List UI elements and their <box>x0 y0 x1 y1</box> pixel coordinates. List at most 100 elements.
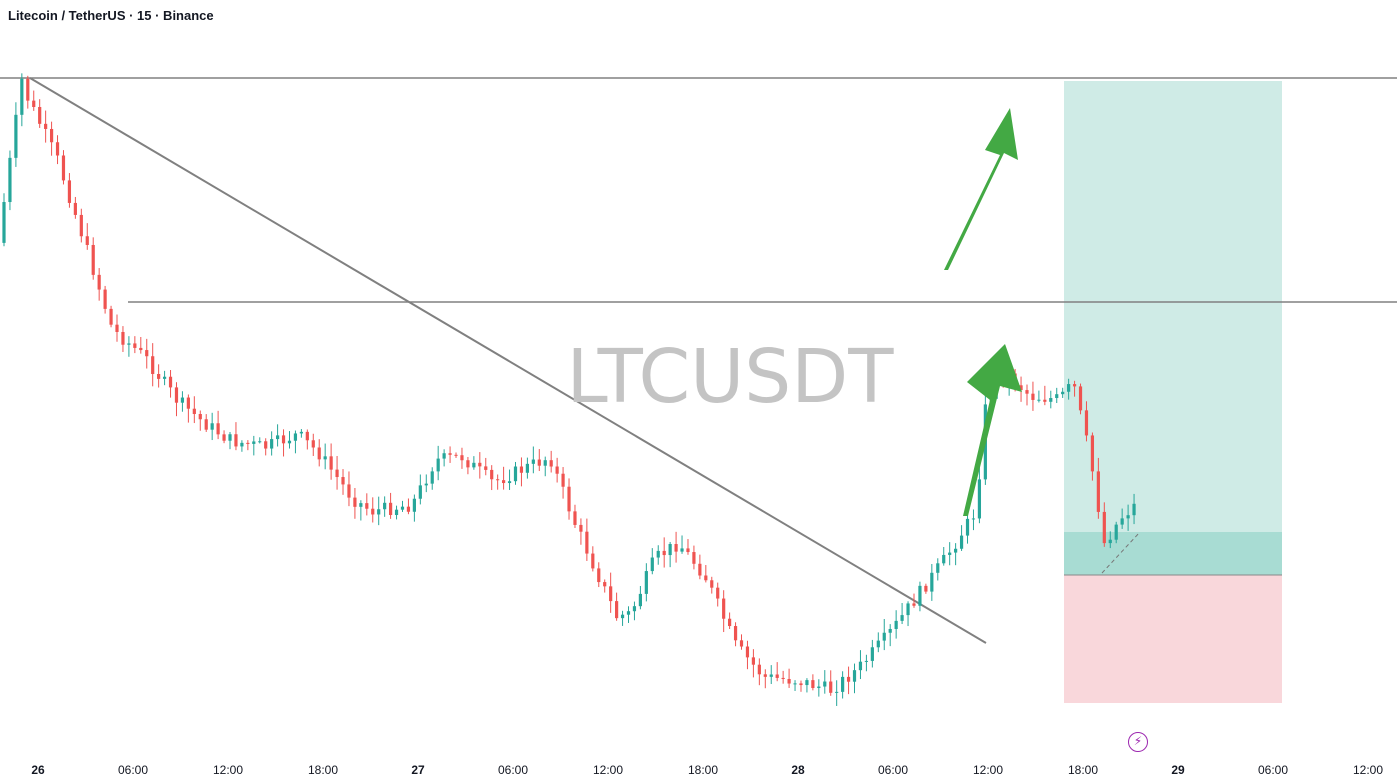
candle-body <box>591 553 595 569</box>
candle-body <box>287 440 292 444</box>
candle-body <box>561 473 565 487</box>
candle-body <box>513 466 518 482</box>
candle-body <box>1037 399 1041 401</box>
candle-body <box>745 646 750 658</box>
candle-body <box>549 460 553 467</box>
candle-body <box>686 548 690 553</box>
candle-body <box>829 681 833 693</box>
candle-body <box>1043 399 1047 402</box>
candle-body <box>864 660 869 662</box>
candle-body <box>733 626 738 641</box>
candle-body <box>1072 384 1077 387</box>
candle-body <box>466 460 470 468</box>
candle-body <box>977 479 982 519</box>
candle-body <box>965 518 970 536</box>
candle-body <box>1120 518 1124 525</box>
candle-body <box>739 640 744 647</box>
candle-body <box>377 509 381 515</box>
candle-body <box>936 563 940 573</box>
candle-body <box>186 397 190 409</box>
candle-body <box>341 477 345 485</box>
x-tick-label: 28 <box>791 763 805 777</box>
candle-body <box>127 343 131 345</box>
candle-body <box>757 664 761 675</box>
candle-body <box>519 466 524 473</box>
candle-body <box>365 503 369 509</box>
candle-body <box>79 214 83 237</box>
candle-body <box>775 674 779 678</box>
candle-body <box>959 535 964 549</box>
candle-body <box>502 480 506 484</box>
candle-body <box>852 670 857 682</box>
candle-body <box>1019 385 1023 391</box>
candle-body <box>109 308 113 325</box>
candle-body <box>728 618 732 627</box>
candle-body <box>632 606 637 612</box>
candle-body <box>763 674 767 677</box>
candle-body <box>73 202 77 215</box>
candle-body <box>347 484 351 498</box>
candle-body <box>942 554 946 564</box>
candle-body <box>710 580 714 588</box>
candle-body <box>85 236 89 245</box>
candle-body <box>722 598 726 619</box>
candle-body <box>870 647 874 661</box>
candle-body <box>811 680 815 689</box>
x-tick-label: 12:00 <box>593 763 623 777</box>
candle-body <box>579 524 583 532</box>
candle-body <box>918 585 922 606</box>
x-tick-label: 18:00 <box>308 763 338 777</box>
arrows <box>944 108 1022 516</box>
candle-body <box>644 571 648 594</box>
candle-body <box>394 509 399 516</box>
candle-body <box>597 568 601 583</box>
candle-body <box>61 155 66 181</box>
candle-body <box>924 585 928 592</box>
candle-body <box>692 552 696 564</box>
candle-body <box>281 435 286 444</box>
x-tick-label: 06:00 <box>118 763 148 777</box>
candle-body <box>858 661 863 671</box>
x-tick-label: 29 <box>1171 763 1185 777</box>
candle-body <box>971 518 976 520</box>
candle-body <box>769 674 773 677</box>
candle-body <box>204 419 208 430</box>
candle-body <box>38 106 42 124</box>
candle-body <box>97 274 101 290</box>
candles <box>2 73 1136 706</box>
candle-body <box>573 511 577 525</box>
candle-body <box>496 479 500 481</box>
candle-body <box>430 471 434 484</box>
candle-body <box>603 582 607 587</box>
candle-body <box>442 453 446 459</box>
chart-title: Litecoin / TetherUS · 15 · Binance <box>8 8 214 23</box>
candle-body <box>400 506 405 510</box>
candle-body <box>162 376 167 379</box>
downtrend-line <box>29 77 987 644</box>
candle-body <box>817 686 821 689</box>
candle-body <box>460 455 464 461</box>
x-tick-label: 06:00 <box>1258 763 1288 777</box>
candle-body <box>151 356 155 374</box>
candle-body <box>626 611 631 615</box>
candle-body <box>823 681 827 687</box>
candle-body <box>32 100 36 107</box>
candle-body <box>329 456 333 470</box>
candle-body <box>258 441 262 443</box>
candle-body <box>121 331 125 345</box>
candle-body <box>157 373 161 379</box>
candle-body <box>1084 410 1089 436</box>
candle-body <box>1096 471 1100 512</box>
candle-body <box>490 469 494 480</box>
up-arrow-large <box>944 108 1018 270</box>
candle-body <box>311 440 315 448</box>
x-tick-label: 18:00 <box>688 763 718 777</box>
candle-body <box>210 423 214 430</box>
lightning-icon[interactable]: ⚡ <box>1128 732 1148 752</box>
candle-body <box>954 548 958 553</box>
candle-body <box>674 544 678 552</box>
candle-body <box>424 483 428 486</box>
candle-body <box>1114 524 1118 540</box>
drawing-lines <box>0 77 1397 644</box>
